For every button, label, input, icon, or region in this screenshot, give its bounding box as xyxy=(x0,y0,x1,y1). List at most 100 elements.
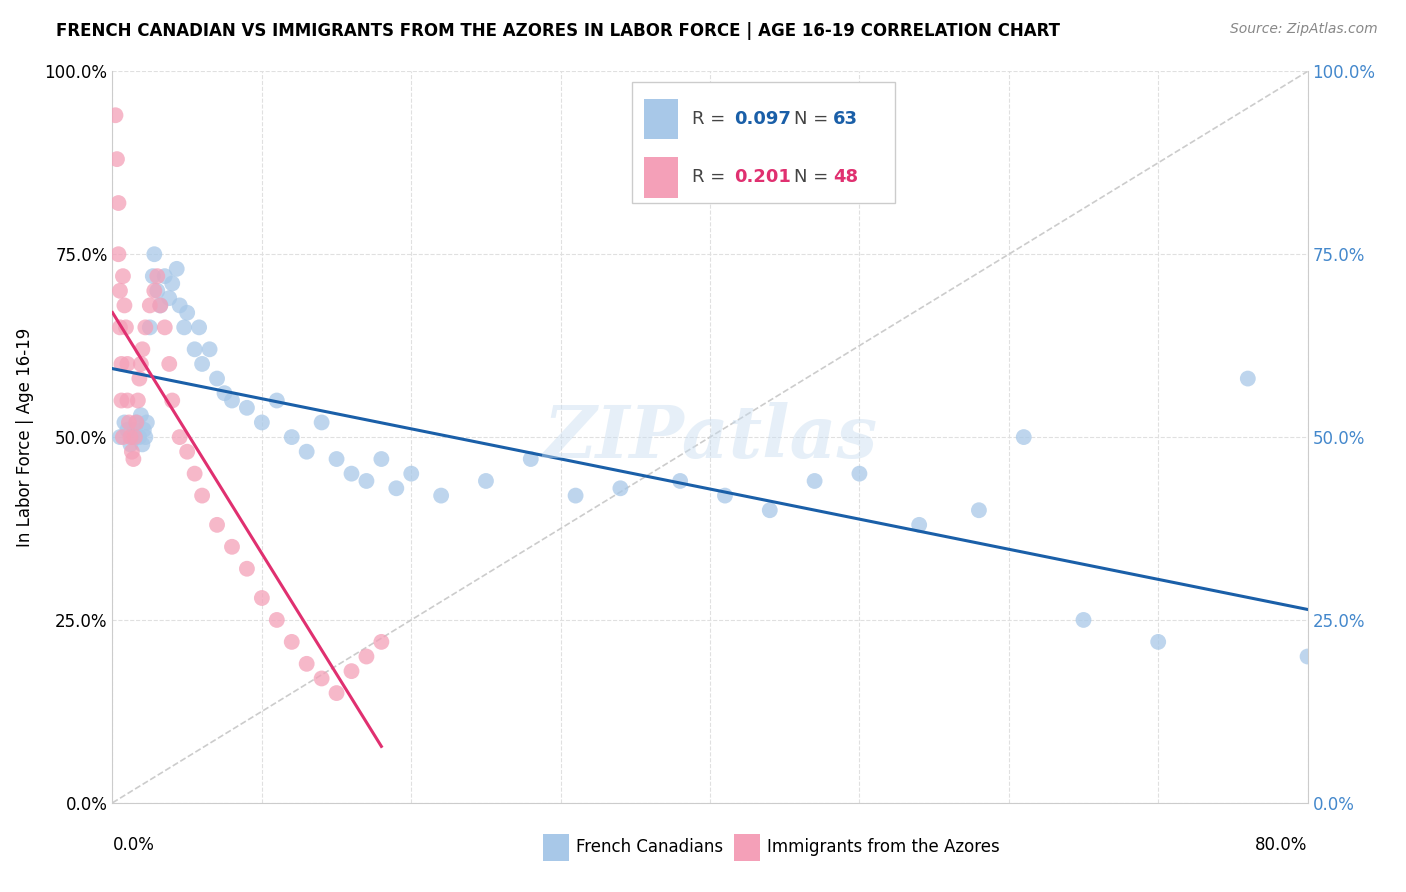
Point xyxy=(157,357,180,371)
Text: N =: N = xyxy=(794,169,834,186)
Point xyxy=(295,444,318,458)
Point xyxy=(340,664,363,678)
Point xyxy=(370,635,392,649)
Point xyxy=(121,444,143,458)
Point xyxy=(198,343,221,357)
Point xyxy=(142,269,165,284)
Text: 48: 48 xyxy=(834,169,858,186)
Point xyxy=(385,481,408,495)
Point xyxy=(129,357,152,371)
Point xyxy=(191,357,214,371)
Bar xyxy=(644,99,678,139)
Point xyxy=(166,261,188,276)
Point xyxy=(118,416,141,430)
Point xyxy=(111,269,134,284)
Point xyxy=(139,298,162,312)
Point xyxy=(117,357,139,371)
Point xyxy=(108,320,131,334)
Point xyxy=(1296,649,1319,664)
Text: 80.0%: 80.0% xyxy=(1256,836,1308,854)
Point xyxy=(108,284,131,298)
Point xyxy=(669,474,692,488)
Point xyxy=(205,517,228,532)
Point xyxy=(609,481,631,495)
Point xyxy=(114,298,135,312)
Point xyxy=(1237,371,1260,385)
Point xyxy=(153,320,176,334)
Point xyxy=(105,152,128,166)
Text: 0.0%: 0.0% xyxy=(112,836,155,854)
Point xyxy=(281,430,304,444)
Text: 0.201: 0.201 xyxy=(734,169,790,186)
Point xyxy=(564,489,586,503)
Point xyxy=(183,343,205,357)
Point xyxy=(110,357,132,371)
Point xyxy=(104,108,127,122)
Point xyxy=(149,298,172,312)
Point xyxy=(128,430,150,444)
Point xyxy=(221,540,243,554)
Point xyxy=(356,474,378,488)
Point xyxy=(120,437,142,451)
Point xyxy=(128,371,150,385)
Point xyxy=(430,489,453,503)
Point xyxy=(325,452,347,467)
Point xyxy=(125,416,148,430)
Text: Source: ZipAtlas.com: Source: ZipAtlas.com xyxy=(1230,22,1378,37)
Point xyxy=(1147,635,1170,649)
Text: R =: R = xyxy=(692,169,731,186)
Point xyxy=(401,467,423,481)
Point xyxy=(266,613,288,627)
Point xyxy=(129,408,152,422)
Bar xyxy=(734,833,761,862)
Point xyxy=(370,452,392,467)
Text: 0.097: 0.097 xyxy=(734,110,790,128)
Point xyxy=(188,320,211,334)
Point xyxy=(124,423,146,437)
Point xyxy=(325,686,347,700)
Point xyxy=(173,320,195,334)
Point xyxy=(120,430,142,444)
Point xyxy=(132,423,155,437)
Point xyxy=(121,430,143,444)
Point xyxy=(122,452,145,467)
Text: N =: N = xyxy=(794,110,834,128)
Text: ZIPatlas: ZIPatlas xyxy=(543,401,877,473)
Point xyxy=(135,416,157,430)
Text: R =: R = xyxy=(692,110,731,128)
Point xyxy=(143,284,166,298)
Point xyxy=(143,247,166,261)
Text: French Canadians: French Canadians xyxy=(576,838,723,855)
Point xyxy=(295,657,318,671)
Point xyxy=(125,416,148,430)
Point xyxy=(176,444,198,458)
Point xyxy=(108,430,131,444)
Point xyxy=(908,517,931,532)
Point xyxy=(356,649,378,664)
Text: FRENCH CANADIAN VS IMMIGRANTS FROM THE AZORES IN LABOR FORCE | AGE 16-19 CORRELA: FRENCH CANADIAN VS IMMIGRANTS FROM THE A… xyxy=(56,22,1060,40)
Point xyxy=(169,298,191,312)
Point xyxy=(117,393,139,408)
Point xyxy=(162,277,183,291)
Point xyxy=(250,416,273,430)
Point xyxy=(311,416,333,430)
Point xyxy=(1012,430,1035,444)
Point xyxy=(169,430,191,444)
Point xyxy=(139,320,162,334)
Point xyxy=(183,467,205,481)
Point xyxy=(191,489,214,503)
Bar xyxy=(644,157,678,197)
FancyBboxPatch shape xyxy=(633,82,896,203)
Point xyxy=(162,393,183,408)
Point xyxy=(114,416,135,430)
Point xyxy=(475,474,498,488)
Point xyxy=(176,306,198,320)
Point xyxy=(127,393,149,408)
Point xyxy=(149,298,172,312)
Point xyxy=(146,284,169,298)
Point xyxy=(221,393,243,408)
Point xyxy=(281,635,304,649)
Point xyxy=(134,430,156,444)
Point xyxy=(1326,664,1348,678)
Point xyxy=(131,437,153,451)
